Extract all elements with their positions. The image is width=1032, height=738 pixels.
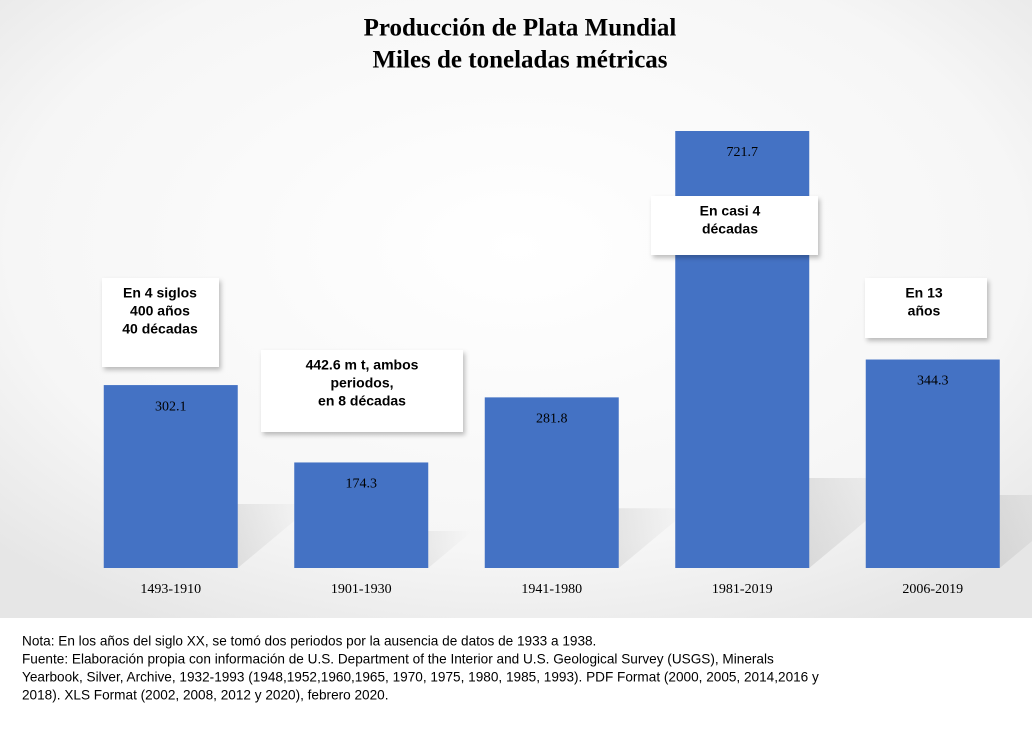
annotation-box <box>102 278 219 367</box>
bar <box>484 397 619 568</box>
note-text: Yearbook, Silver, Archive, 1932-1993 (19… <box>22 670 819 685</box>
note-text: Nota: En los años del siglo XX, se tomó … <box>22 634 596 649</box>
annotation-text: 442.6 m t, ambos <box>306 357 419 373</box>
annotation-text: En 13 <box>905 285 943 301</box>
annotation-text: En casi 4 <box>700 203 761 219</box>
bar <box>103 385 238 568</box>
x-tick-label: 2006-2019 <box>902 582 963 597</box>
x-tick-label: 1941-1980 <box>521 582 582 597</box>
chart-title: Producción de Plata Mundial <box>364 15 677 42</box>
annotation-box <box>865 278 987 338</box>
annotation-text: en 8 décadas <box>318 393 406 409</box>
bar <box>294 462 429 568</box>
annotation-text: décadas <box>702 221 758 237</box>
value-label: 174.3 <box>346 477 378 492</box>
annotation-box <box>651 196 818 255</box>
chart-subtitle: Miles de toneladas métricas <box>372 47 667 74</box>
annotation-text: años <box>908 303 941 319</box>
value-label: 281.8 <box>536 412 568 427</box>
notes-background <box>0 618 1032 738</box>
note-text: 2018). XLS Format (2002, 2008, 2012 y 20… <box>22 688 389 703</box>
annotation-text: En 4 siglos <box>123 285 197 301</box>
annotation-text: 400 años <box>130 303 190 319</box>
bar <box>865 359 1000 568</box>
x-tick-label: 1493-1910 <box>140 582 201 597</box>
value-label: 344.3 <box>917 374 949 389</box>
x-tick-label: 1981-2019 <box>712 582 773 597</box>
note-text: Fuente: Elaboración propia con informaci… <box>22 652 774 667</box>
value-label: 302.1 <box>155 399 187 414</box>
annotation-text: periodos, <box>330 375 393 391</box>
annotation-text: 40 décadas <box>122 321 198 337</box>
value-label: 721.7 <box>727 145 759 160</box>
x-tick-label: 1901-1930 <box>331 582 392 597</box>
annotation-box <box>261 350 463 432</box>
